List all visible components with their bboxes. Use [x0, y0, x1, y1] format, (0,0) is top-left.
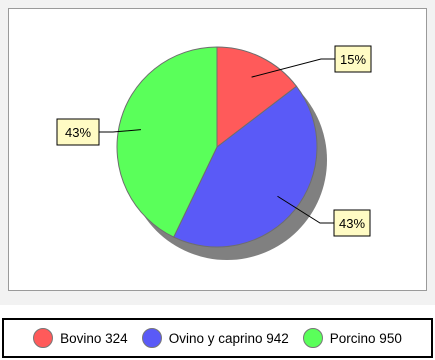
legend-label-porcino: Porcino 950 — [329, 330, 402, 346]
leader-line-ovino-caprino — [277, 195, 334, 224]
data-label-box-ovino-caprino — [333, 209, 371, 237]
legend-swatch-porcino — [302, 328, 323, 348]
data-label-box-porcino — [56, 118, 100, 146]
data-label-box-bovino — [334, 45, 372, 73]
pie-chart: 15% 43% 43% — [56, 45, 372, 260]
data-label-bovino: 15% — [340, 52, 366, 67]
pie-slice-ovino-caprino — [173, 85, 318, 248]
leader-line-bovino — [251, 58, 335, 78]
legend-label-bovino: Bovino 324 — [60, 330, 128, 346]
data-label-ovino-caprino: 43% — [339, 216, 365, 231]
legend-item-bovino: Bovino 324 — [33, 328, 128, 348]
data-label-porcino: 43% — [65, 125, 91, 140]
legend-swatch-bovino — [33, 328, 54, 348]
legend: Bovino 324 Ovino y caprino 942 Porcino 9… — [2, 318, 433, 358]
pie-slice-bovino — [216, 46, 298, 149]
legend-item-ovino-caprino: Ovino y caprino 942 — [141, 328, 289, 348]
legend-swatch-ovino-caprino — [141, 328, 162, 348]
chart-frame: 15% 43% 43% — [0, 0, 435, 305]
pie-slice-porcino — [116, 46, 218, 238]
legend-item-porcino: Porcino 950 — [302, 328, 402, 348]
leader-line-porcino — [99, 129, 141, 133]
legend-label-ovino-caprino: Ovino y caprino 942 — [168, 330, 289, 346]
